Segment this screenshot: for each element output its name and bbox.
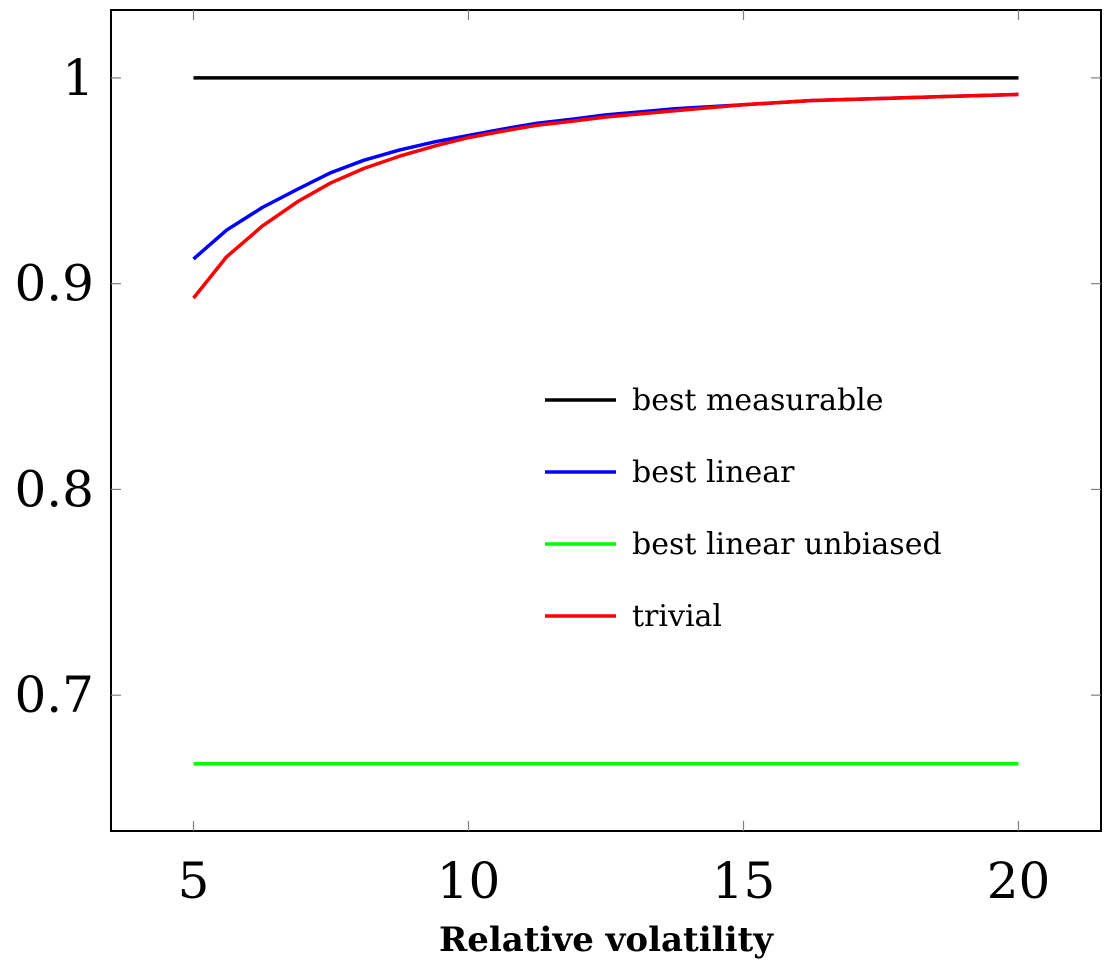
series-line-trivial: [192, 92, 1019, 300]
x-tick-label: 15: [712, 852, 776, 910]
y-tick-label: 1: [62, 49, 94, 107]
legend-label-best-linear-unbiased: best linear unbiased: [632, 527, 942, 562]
legend-label-best-measurable: best measurable: [632, 383, 884, 418]
legend: best measurable best linear best linear un…: [545, 383, 942, 634]
x-tick-label: 10: [437, 852, 501, 910]
legend-label-best-linear: best linear: [632, 455, 795, 490]
x-tick-label: 20: [987, 852, 1051, 910]
tick-labels: 5 10 15 20 0.7 0.8 0.9 1: [14, 49, 1050, 910]
y-tick-label: 0.8: [14, 460, 94, 518]
series-layer: [192, 76, 1019, 766]
x-axis-label: Relative volatility: [439, 920, 774, 960]
plot-frame: [110, 9, 1102, 832]
x-tick-label: 5: [178, 852, 210, 910]
legend-label-trivial: trivial: [632, 599, 722, 634]
series-line-best-linear: [192, 92, 1019, 261]
y-tick-label: 0.9: [14, 255, 94, 313]
y-tick-label: 0.7: [14, 666, 94, 724]
axis-ticks: [111, 10, 1101, 831]
